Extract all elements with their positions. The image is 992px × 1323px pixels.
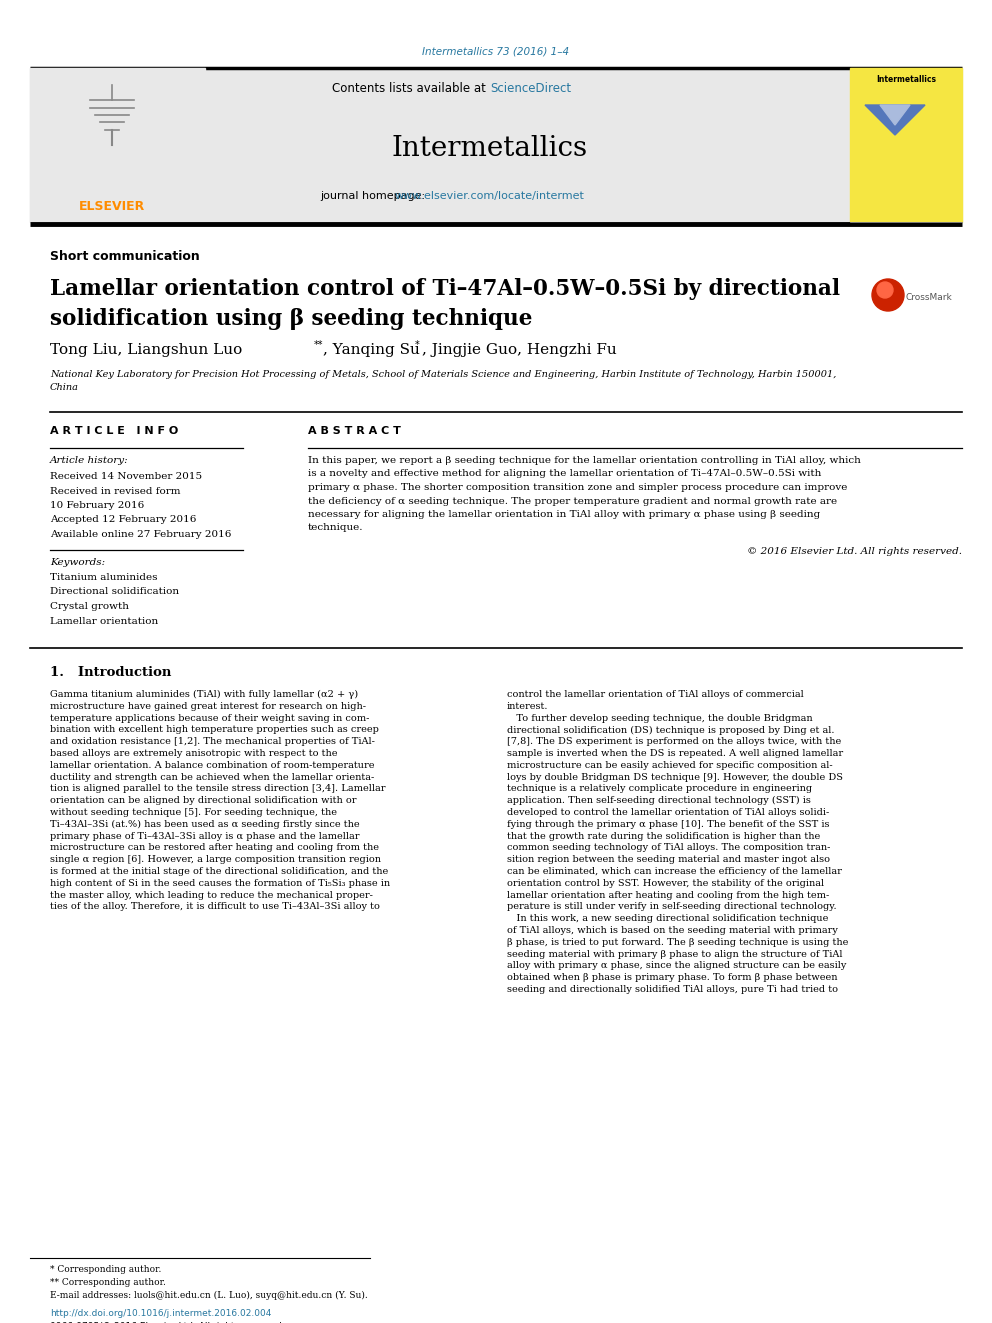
Text: ELSEVIER: ELSEVIER [79,201,145,213]
Text: , Jingjie Guo, Hengzhi Fu: , Jingjie Guo, Hengzhi Fu [422,343,617,357]
Text: solidification using β seeding technique: solidification using β seeding technique [50,308,533,329]
Text: Keywords:: Keywords: [50,558,105,568]
Text: primary phase of Ti–43Al–3Si alloy is α phase and the lamellar: primary phase of Ti–43Al–3Si alloy is α … [50,832,359,840]
Text: , Yanqing Su: , Yanqing Su [323,343,420,357]
Text: In this paper, we report a β seeding technique for the lamellar orientation cont: In this paper, we report a β seeding tec… [308,456,861,464]
Text: A B S T R A C T: A B S T R A C T [308,426,401,437]
Text: **: ** [314,340,323,351]
Text: Crystal growth: Crystal growth [50,602,129,611]
Text: seeding material with primary β phase to align the structure of TiAl: seeding material with primary β phase to… [507,950,842,959]
Text: Article history:: Article history: [50,456,129,464]
Text: lamellar orientation after heating and cooling from the high tem-: lamellar orientation after heating and c… [507,890,829,900]
Text: without seeding technique [5]. For seeding technique, the: without seeding technique [5]. For seedi… [50,808,337,818]
Circle shape [877,282,893,298]
Text: ** Corresponding author.: ** Corresponding author. [50,1278,166,1287]
Text: ScienceDirect: ScienceDirect [490,82,571,94]
Text: To further develop seeding technique, the double Bridgman: To further develop seeding technique, th… [507,713,812,722]
Text: primary α phase. The shorter composition transition zone and simpler process pro: primary α phase. The shorter composition… [308,483,847,492]
Text: interest.: interest. [507,701,549,710]
Text: ties of the alloy. Therefore, it is difficult to use Ti–43Al–3Si alloy to: ties of the alloy. Therefore, it is diff… [50,902,380,912]
Text: tion is aligned parallel to the tensile stress direction [3,4]. Lamellar: tion is aligned parallel to the tensile … [50,785,386,794]
Text: the deficiency of α seeding technique. The proper temperature gradient and norma: the deficiency of α seeding technique. T… [308,496,837,505]
Text: necessary for aligning the lamellar orientation in TiAl alloy with primary α pha: necessary for aligning the lamellar orie… [308,509,820,519]
Text: * Corresponding author.: * Corresponding author. [50,1265,162,1274]
Bar [30,67,962,222]
Text: In this work, a new seeding directional solidification technique: In this work, a new seeding directional … [507,914,828,923]
Polygon shape [880,105,910,124]
Text: lamellar orientation. A balance combination of room-temperature: lamellar orientation. A balance combinat… [50,761,375,770]
Text: journal homepage:: journal homepage: [320,191,429,201]
Text: and oxidation resistance [1,2]. The mechanical properties of TiAl-: and oxidation resistance [1,2]. The mech… [50,737,375,746]
Text: high content of Si in the seed causes the formation of Ti₅Si₃ phase in: high content of Si in the seed causes th… [50,878,390,888]
Text: 1.   Introduction: 1. Introduction [50,665,172,679]
Text: can be eliminated, which can increase the efficiency of the lamellar: can be eliminated, which can increase th… [507,867,842,876]
Text: loys by double Bridgman DS technique [9]. However, the double DS: loys by double Bridgman DS technique [9]… [507,773,843,782]
Bar [850,67,962,222]
Text: Lamellar orientation control of Ti–47Al–0.5W–0.5Si by directional: Lamellar orientation control of Ti–47Al–… [50,278,840,300]
Text: Intermetallics 73 (2016) 1–4: Intermetallics 73 (2016) 1–4 [423,48,569,57]
Text: control the lamellar orientation of TiAl alloys of commercial: control the lamellar orientation of TiAl… [507,691,804,699]
Text: directional solidification (DS) technique is proposed by Ding et al.: directional solidification (DS) techniqu… [507,725,834,734]
Text: the master alloy, which leading to reduce the mechanical proper-: the master alloy, which leading to reduc… [50,890,373,900]
Text: sition region between the seeding material and master ingot also: sition region between the seeding materi… [507,855,830,864]
Text: perature is still under verify in self-seeding directional technology.: perature is still under verify in self-s… [507,902,836,912]
Text: 10 February 2016: 10 February 2016 [50,501,144,509]
Text: is a novelty and effective method for aligning the lamellar orientation of Ti–47: is a novelty and effective method for al… [308,470,821,479]
Text: Available online 27 February 2016: Available online 27 February 2016 [50,531,231,538]
Text: Intermetallics: Intermetallics [392,135,588,161]
Text: of TiAl alloys, which is based on the seeding material with primary: of TiAl alloys, which is based on the se… [507,926,838,935]
Text: orientation control by SST. However, the stability of the original: orientation control by SST. However, the… [507,878,824,888]
Text: CrossMark: CrossMark [906,294,952,303]
Text: based alloys are extremely anisotropic with respect to the: based alloys are extremely anisotropic w… [50,749,337,758]
Text: *: * [415,340,420,351]
Text: developed to control the lamellar orientation of TiAl alloys solidi-: developed to control the lamellar orient… [507,808,829,818]
Text: bination with excellent high temperature properties such as creep: bination with excellent high temperature… [50,725,379,734]
Text: β phase, is tried to put forward. The β seeding technique is using the: β phase, is tried to put forward. The β … [507,938,848,947]
Text: ductility and strength can be achieved when the lamellar orienta-: ductility and strength can be achieved w… [50,773,374,782]
Text: technique is a relatively complicate procedure in engineering: technique is a relatively complicate pro… [507,785,812,794]
Text: A R T I C L E   I N F O: A R T I C L E I N F O [50,426,179,437]
Text: technique.: technique. [308,524,363,532]
Text: Tong Liu, Liangshun Luo: Tong Liu, Liangshun Luo [50,343,242,357]
Text: common seeding technology of TiAl alloys. The composition tran-: common seeding technology of TiAl alloys… [507,843,830,852]
Text: National Key Laboratory for Precision Hot Processing of Metals, School of Materi: National Key Laboratory for Precision Ho… [50,370,836,378]
Text: sample is inverted when the DS is repeated. A well aligned lamellar: sample is inverted when the DS is repeat… [507,749,843,758]
Text: single α region [6]. However, a large composition transition region: single α region [6]. However, a large co… [50,855,381,864]
Text: orientation can be aligned by directional solidification with or: orientation can be aligned by directiona… [50,796,356,806]
Text: microstructure can be restored after heating and cooling from the: microstructure can be restored after hea… [50,843,379,852]
Text: [7,8]. The DS experiment is performed on the alloys twice, with the: [7,8]. The DS experiment is performed on… [507,737,841,746]
Text: fying through the primary α phase [10]. The benefit of the SST is: fying through the primary α phase [10]. … [507,820,829,828]
Text: Titanium aluminides: Titanium aluminides [50,573,158,582]
Text: Short communication: Short communication [50,250,199,263]
Text: that the growth rate during the solidification is higher than the: that the growth rate during the solidifi… [507,832,820,840]
Text: Ti–43Al–3Si (at.%) has been used as α seeding firstly since the: Ti–43Al–3Si (at.%) has been used as α se… [50,820,360,830]
Text: seeding and directionally solidified TiAl alloys, pure Ti had tried to: seeding and directionally solidified TiA… [507,986,838,994]
Text: http://dx.doi.org/10.1016/j.intermet.2016.02.004: http://dx.doi.org/10.1016/j.intermet.201… [50,1308,272,1318]
Text: © 2016 Elsevier Ltd. All rights reserved.: © 2016 Elsevier Ltd. All rights reserved… [747,546,962,556]
Text: Received 14 November 2015: Received 14 November 2015 [50,472,202,482]
Text: is formed at the initial stage of the directional solidification, and the: is formed at the initial stage of the di… [50,867,388,876]
Text: Intermetallics: Intermetallics [876,75,936,85]
Bar [30,67,205,222]
Text: Accepted 12 February 2016: Accepted 12 February 2016 [50,516,196,524]
Text: E-mail addresses: luols@hit.edu.cn (L. Luo), suyq@hit.edu.cn (Y. Su).: E-mail addresses: luols@hit.edu.cn (L. L… [50,1291,368,1301]
Text: temperature applications because of their weight saving in com-: temperature applications because of thei… [50,713,369,722]
Text: Received in revised form: Received in revised form [50,487,181,496]
Text: microstructure have gained great interest for research on high-: microstructure have gained great interes… [50,701,366,710]
Text: www.elsevier.com/locate/intermet: www.elsevier.com/locate/intermet [395,191,585,201]
Polygon shape [865,105,925,135]
Text: microstructure can be easily achieved for specific composition al-: microstructure can be easily achieved fo… [507,761,832,770]
Text: China: China [50,382,79,392]
Text: Contents lists available at: Contents lists available at [332,82,490,94]
Text: obtained when β phase is primary phase. To form β phase between: obtained when β phase is primary phase. … [507,974,837,982]
Text: Lamellar orientation: Lamellar orientation [50,617,159,626]
Text: application. Then self-seeding directional technology (SST) is: application. Then self-seeding direction… [507,796,810,806]
Circle shape [872,279,904,311]
Text: Gamma titanium aluminides (TiAl) with fully lamellar (α2 + γ): Gamma titanium aluminides (TiAl) with fu… [50,691,358,699]
Text: Directional solidification: Directional solidification [50,587,180,597]
Text: alloy with primary α phase, since the aligned structure can be easily: alloy with primary α phase, since the al… [507,962,846,970]
